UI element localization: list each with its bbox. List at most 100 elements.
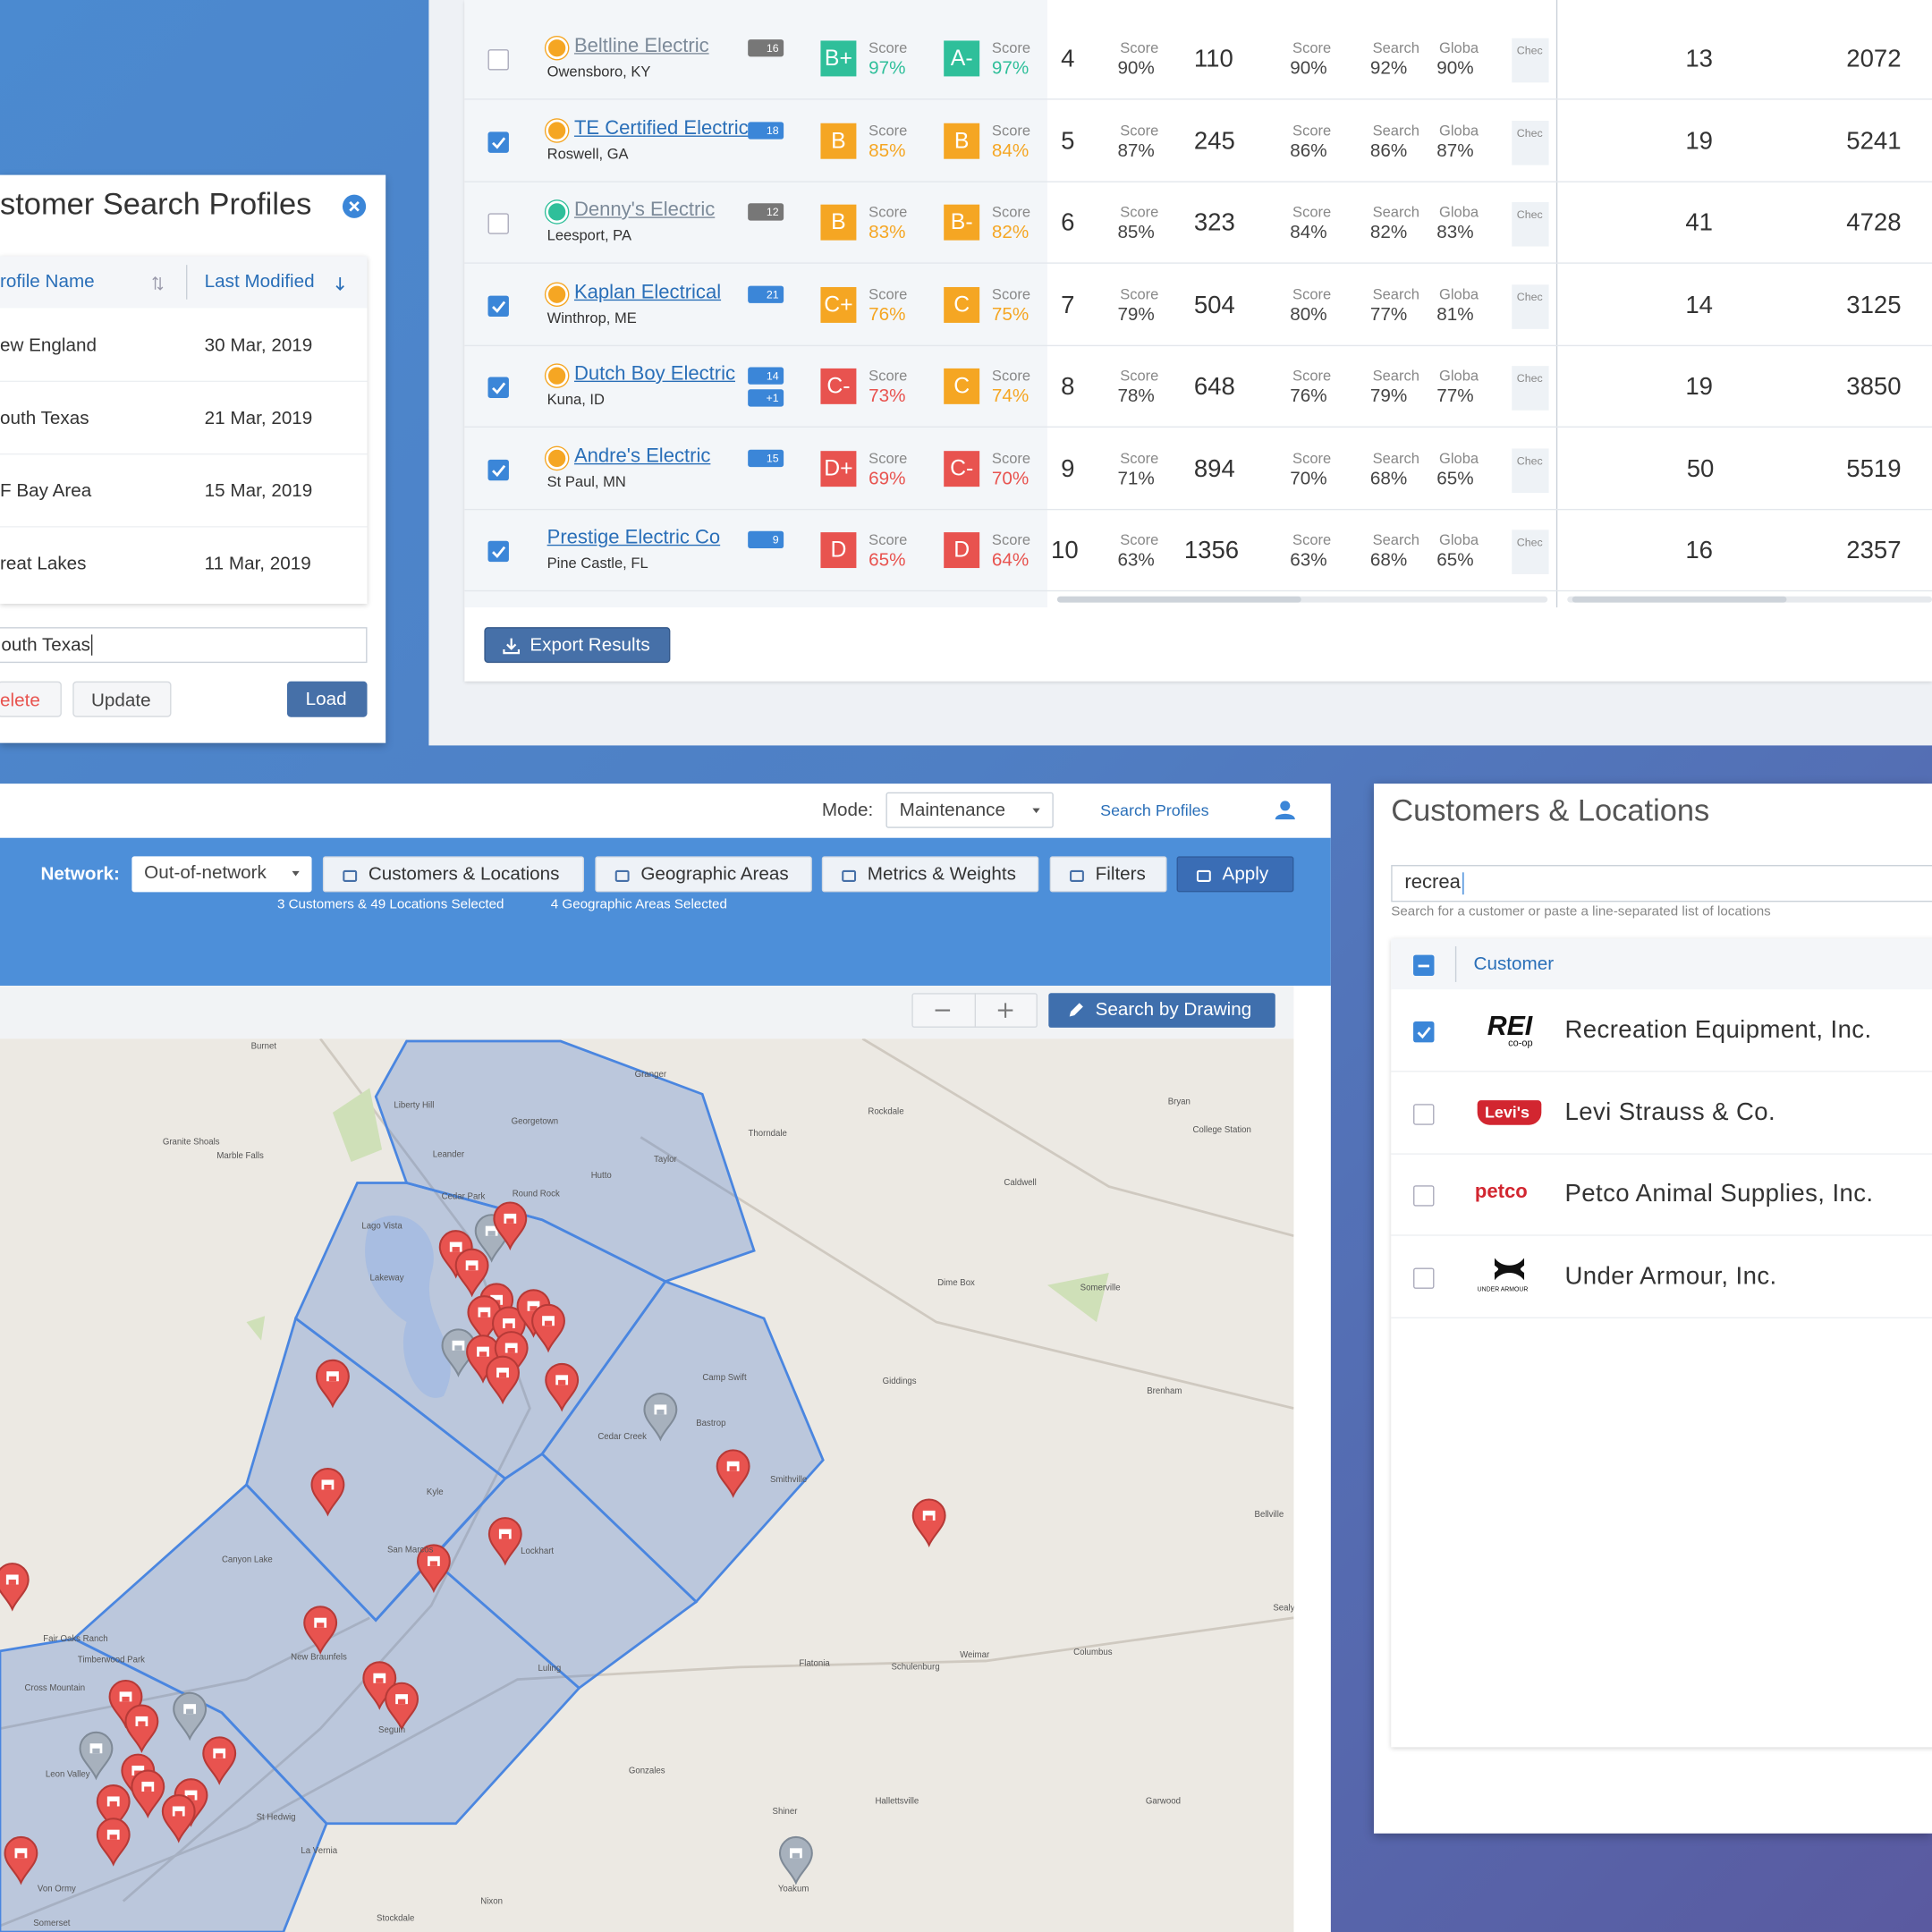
update-button[interactable]: Update xyxy=(72,681,172,717)
customer-input[interactable]: recrea xyxy=(1391,865,1932,902)
tail-value: 14 xyxy=(1685,291,1713,319)
user-head xyxy=(1280,801,1291,811)
pin-glyph xyxy=(654,1404,667,1415)
checkbox[interactable] xyxy=(487,49,509,71)
metric-value: 648 xyxy=(1193,373,1235,401)
network-select[interactable]: Out-of-network xyxy=(131,856,312,893)
button-icon xyxy=(842,869,857,882)
metric-value: 87% xyxy=(1436,140,1474,161)
grade-label: Score xyxy=(869,121,908,139)
checkbox[interactable] xyxy=(1413,954,1435,977)
grade-score: 76% xyxy=(869,303,906,325)
customer-name[interactable]: Recreation Equipment, Inc. xyxy=(1564,1016,1872,1044)
column-header[interactable]: Last Modified xyxy=(204,271,315,292)
checkbox[interactable] xyxy=(487,213,509,234)
checkbox[interactable] xyxy=(487,131,509,153)
icon xyxy=(842,868,857,890)
map-label: Georgetown xyxy=(511,1117,559,1127)
logo-sub: UNDER ARMOUR xyxy=(1477,1285,1529,1293)
toolbar-button[interactable]: Filters xyxy=(1049,856,1167,893)
profile-name[interactable]: reat Lakes xyxy=(0,553,87,574)
pin-shape xyxy=(0,1563,30,1612)
grade: C- xyxy=(944,450,980,487)
draw-button[interactable]: Search by Drawing xyxy=(1048,993,1275,1028)
customer-name[interactable]: Petco Animal Supplies, Inc. xyxy=(1564,1180,1874,1208)
icon-svg xyxy=(152,275,164,291)
company-name[interactable]: Denny's Electric xyxy=(573,199,716,221)
badge: 14 xyxy=(748,367,784,385)
button-icon xyxy=(343,869,358,882)
company-name[interactable]: TE Certified Electric xyxy=(573,117,749,139)
company-location: Roswell, GA xyxy=(547,144,629,163)
pin-glyph xyxy=(477,1346,489,1357)
grade: B+ xyxy=(820,40,857,77)
company-name[interactable]: Andre's Electric xyxy=(573,445,711,467)
metric-label: Globa xyxy=(1438,39,1479,57)
profile-name[interactable]: outh Texas xyxy=(0,407,89,429)
badge: 16 xyxy=(748,39,784,57)
pin-glyph xyxy=(17,1852,25,1859)
customer-name[interactable]: Under Armour, Inc. xyxy=(1564,1262,1777,1290)
company-location: Kuna, ID xyxy=(547,390,605,408)
grade-score: 97% xyxy=(869,57,906,80)
metric-label: Search xyxy=(1372,367,1419,385)
load-button[interactable]: Load xyxy=(286,681,368,717)
metric-label: Chec xyxy=(1516,126,1543,139)
pin-shape xyxy=(131,1769,165,1819)
customer-name[interactable]: Levi Strauss & Co. xyxy=(1564,1098,1776,1126)
toolbar-button[interactable]: Customers & Locations xyxy=(322,856,584,893)
checkbox[interactable] xyxy=(1413,1185,1435,1207)
map-label: Shiner xyxy=(772,1807,798,1817)
checkbox[interactable] xyxy=(487,459,509,480)
row-border xyxy=(1391,1316,1932,1318)
checkbox[interactable] xyxy=(487,294,509,317)
company-name[interactable]: Kaplan Electrical xyxy=(573,281,722,303)
search-profiles-link[interactable]: Search Profiles xyxy=(1100,801,1209,820)
button-label: Update xyxy=(90,690,151,711)
delete-button[interactable]: elete xyxy=(0,681,62,717)
map-pin xyxy=(491,1306,526,1356)
metric-value: 82% xyxy=(1369,221,1408,243)
column-header[interactable]: rofile Name xyxy=(0,271,95,292)
metric-value: 83% xyxy=(1436,221,1474,243)
pin-shape xyxy=(531,1303,565,1353)
profile-name[interactable]: ew England xyxy=(0,335,97,357)
badge: 12 xyxy=(748,203,784,221)
row-border xyxy=(1391,1071,1932,1072)
map: Burnet Liberty Hill Georgetown Granger Thorn… xyxy=(0,1038,1294,1932)
company-name[interactable]: Beltline Electric xyxy=(573,35,709,57)
grade-label: Score xyxy=(869,284,908,303)
profile-input[interactable]: outh Texas xyxy=(0,627,368,664)
profile-name[interactable]: F Bay Area xyxy=(0,480,92,502)
checkbox[interactable] xyxy=(487,540,509,563)
grade-label: Score xyxy=(991,203,1031,221)
map-label: Brenham xyxy=(1147,1387,1182,1396)
checkbox[interactable] xyxy=(1413,1021,1435,1043)
check-path xyxy=(492,136,506,148)
company-name[interactable]: Prestige Electric Co xyxy=(547,527,721,549)
input-hint: Search for a customer or paste a line-se… xyxy=(1391,904,1771,919)
pin-glyph xyxy=(558,1379,566,1385)
checkbox[interactable] xyxy=(487,377,509,398)
grade-score: 73% xyxy=(869,386,906,407)
icon-svg xyxy=(935,1003,1013,1018)
logo-sub: co-op xyxy=(1508,1037,1533,1049)
company-name[interactable]: Dutch Boy Electric xyxy=(573,363,736,385)
mode-select[interactable]: Maintenance xyxy=(886,792,1054,828)
checkbox[interactable] xyxy=(1413,1267,1435,1289)
close-button[interactable] xyxy=(342,194,367,218)
toolbar-button[interactable]: Apply xyxy=(1176,856,1294,893)
pin-glyph xyxy=(106,1829,120,1840)
map-pin xyxy=(173,1691,208,1741)
toolbar-button[interactable]: Geographic Areas xyxy=(595,856,812,893)
toolbar-button[interactable]: Metrics & Weights xyxy=(821,856,1039,893)
export-button[interactable]: Export Results xyxy=(484,627,671,664)
grade: A- xyxy=(944,40,980,77)
check-cell: Chec xyxy=(1512,284,1549,329)
logo-text: petco xyxy=(1474,1182,1528,1203)
map-label: Timberwood Park xyxy=(77,1656,145,1665)
icon xyxy=(343,868,358,890)
checkbox[interactable] xyxy=(1413,1103,1435,1125)
metric-label: Chec xyxy=(1516,208,1543,221)
map-label: Burnet xyxy=(250,1042,277,1052)
